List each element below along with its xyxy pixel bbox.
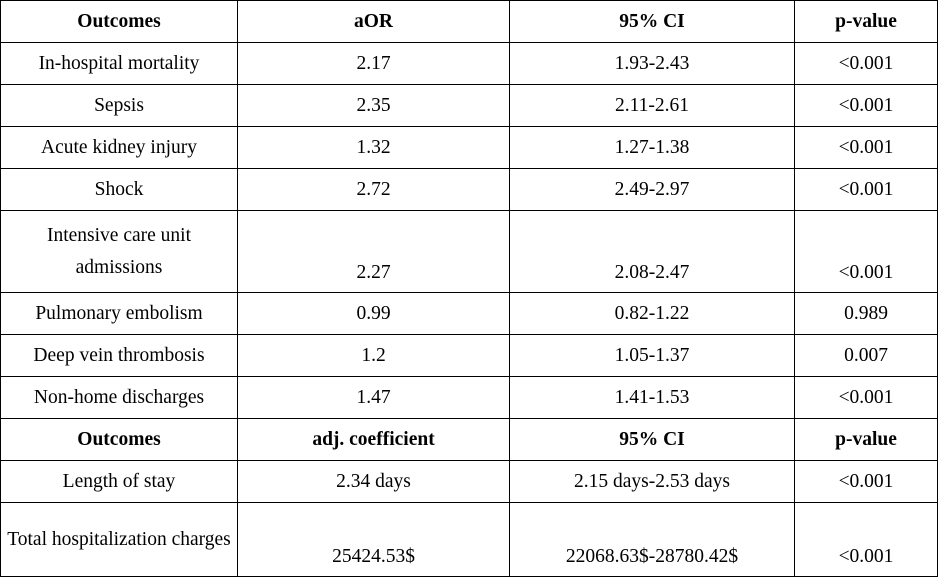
header-ci: 95% CI <box>509 0 795 43</box>
outcome-label: Shock <box>0 168 238 211</box>
ci-value: 0.82-1.22 <box>509 292 795 335</box>
outcome-label: Non-home discharges <box>0 376 238 419</box>
table-row: Length of stay 2.34 days 2.15 days-2.53 … <box>0 460 938 503</box>
ci-value: 22068.63$-28780.42$ <box>509 502 795 577</box>
pvalue: <0.001 <box>794 502 938 577</box>
aor-value: 1.2 <box>237 334 510 377</box>
header-outcomes: Outcomes <box>0 0 238 43</box>
table-header-row: Outcomes aOR 95% CI p-value <box>0 0 938 43</box>
table-row: Acute kidney injury 1.32 1.27-1.38 <0.00… <box>0 126 938 169</box>
ci-value: 2.11-2.61 <box>509 84 795 127</box>
table-subheader-row: Outcomes adj. coefficient 95% CI p-value <box>0 418 938 461</box>
aor-value: 2.27 <box>237 210 510 293</box>
outcome-label: Sepsis <box>0 84 238 127</box>
outcome-label: Total hospitalization charges <box>0 502 238 577</box>
pvalue: 0.989 <box>794 292 938 335</box>
outcome-label: Acute kidney injury <box>0 126 238 169</box>
outcome-label: Intensive care unit admissions <box>0 210 238 293</box>
coefficient-value: 25424.53$ <box>237 502 510 577</box>
header-aor: aOR <box>237 0 510 43</box>
outcome-label: Deep vein thrombosis <box>0 334 238 377</box>
pvalue: <0.001 <box>794 460 938 503</box>
table-row: Sepsis 2.35 2.11-2.61 <0.001 <box>0 84 938 127</box>
aor-value: 2.17 <box>237 42 510 85</box>
ci-value: 2.08-2.47 <box>509 210 795 293</box>
header-pvalue: p-value <box>794 418 938 461</box>
ci-value: 1.05-1.37 <box>509 334 795 377</box>
aor-value: 0.99 <box>237 292 510 335</box>
aor-value: 1.47 <box>237 376 510 419</box>
coefficient-value: 2.34 days <box>237 460 510 503</box>
pvalue: <0.001 <box>794 210 938 293</box>
header-adj-coefficient: adj. coefficient <box>237 418 510 461</box>
table-row: Deep vein thrombosis 1.2 1.05-1.37 0.007 <box>0 334 938 377</box>
pvalue: <0.001 <box>794 168 938 211</box>
pvalue: <0.001 <box>794 84 938 127</box>
outcome-label: Length of stay <box>0 460 238 503</box>
aor-value: 2.35 <box>237 84 510 127</box>
header-pvalue: p-value <box>794 0 938 43</box>
table-row: Shock 2.72 2.49-2.97 <0.001 <box>0 168 938 211</box>
pvalue: <0.001 <box>794 42 938 85</box>
header-ci: 95% CI <box>509 418 795 461</box>
ci-value: 1.41-1.53 <box>509 376 795 419</box>
outcome-label: Pulmonary embolism <box>0 292 238 335</box>
table-row: In-hospital mortality 2.17 1.93-2.43 <0.… <box>0 42 938 85</box>
outcome-label: In-hospital mortality <box>0 42 238 85</box>
pvalue: <0.001 <box>794 376 938 419</box>
table-row: Pulmonary embolism 0.99 0.82-1.22 0.989 <box>0 292 938 335</box>
header-outcomes: Outcomes <box>0 418 238 461</box>
ci-value: 1.93-2.43 <box>509 42 795 85</box>
ci-value: 2.15 days-2.53 days <box>509 460 795 503</box>
table-row: Non-home discharges 1.47 1.41-1.53 <0.00… <box>0 376 938 419</box>
pvalue: 0.007 <box>794 334 938 377</box>
ci-value: 1.27-1.38 <box>509 126 795 169</box>
ci-value: 2.49-2.97 <box>509 168 795 211</box>
aor-value: 1.32 <box>237 126 510 169</box>
table-row: Intensive care unit admissions 2.27 2.08… <box>0 210 938 293</box>
pvalue: <0.001 <box>794 126 938 169</box>
table-row: Total hospitalization charges 25424.53$ … <box>0 502 938 577</box>
aor-value: 2.72 <box>237 168 510 211</box>
